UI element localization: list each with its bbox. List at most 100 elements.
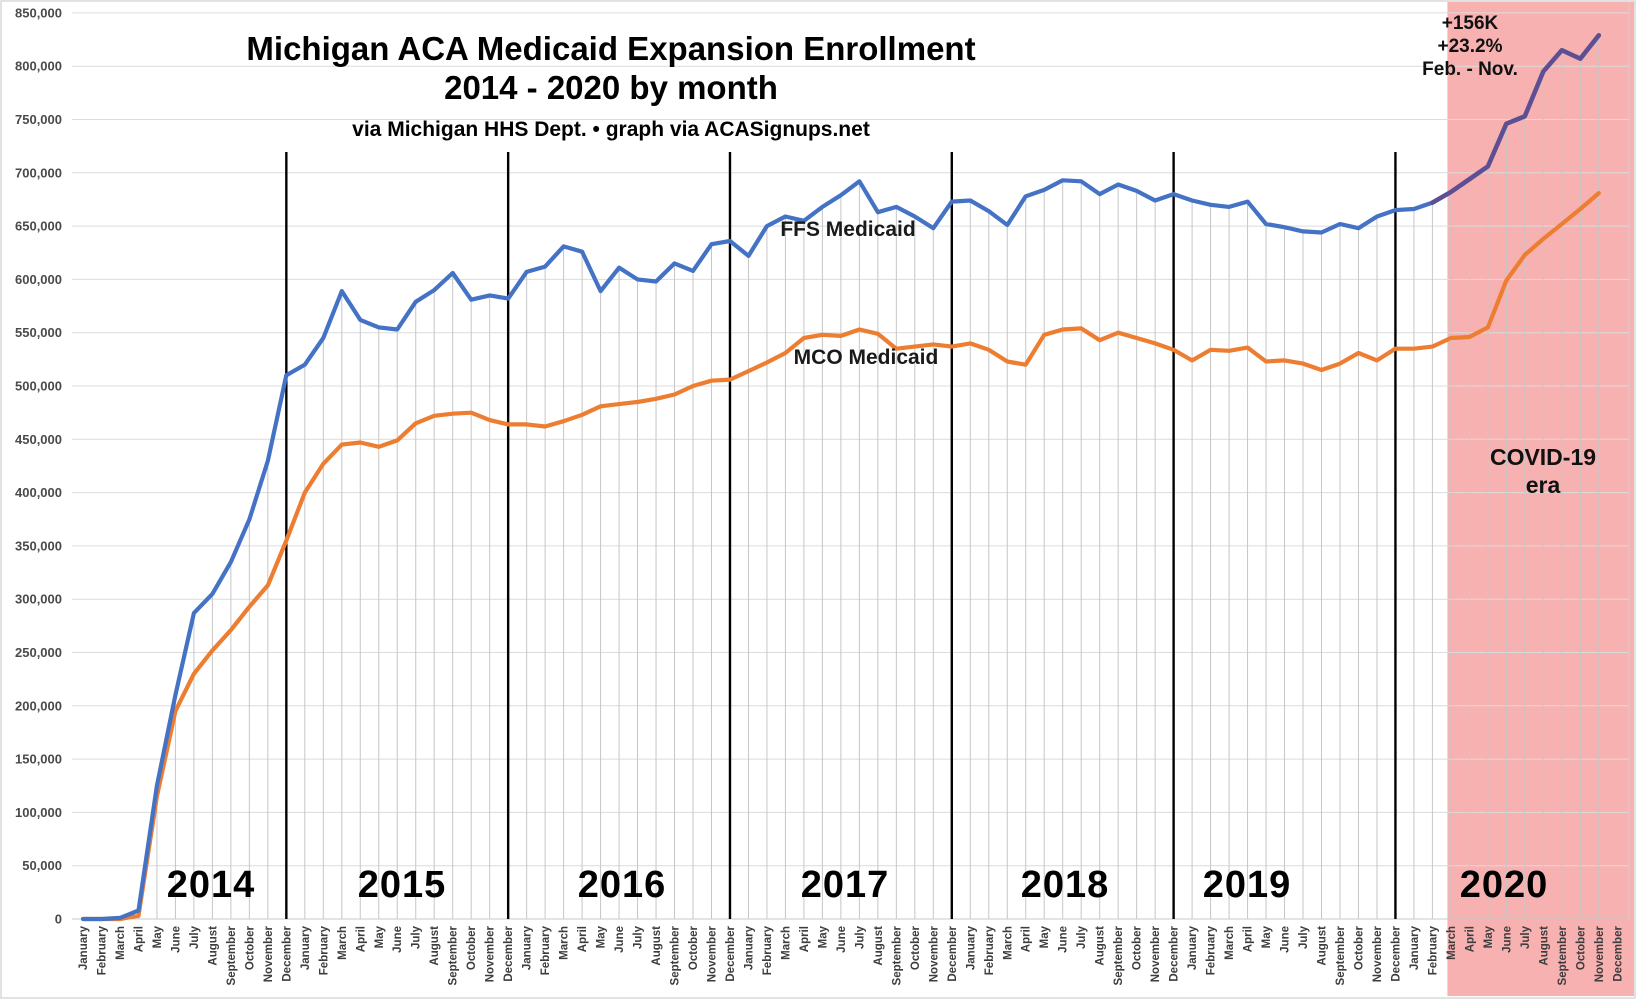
year-labels: 2014 2015 2016 2017 2018 2019 2020 xyxy=(167,864,1549,906)
covid-era-label-line1: COVID-19 xyxy=(1490,444,1596,470)
x-axis-month-labels: January February March April May June July Augu… xyxy=(78,925,1624,985)
year-label-2017: 2017 xyxy=(801,864,890,906)
x-axis-month-label: January xyxy=(78,925,90,970)
x-axis-month-label: October xyxy=(688,925,700,970)
x-axis-month-label: July xyxy=(411,925,423,949)
x-axis-month-label: September xyxy=(670,925,682,985)
horizontal-gridlines xyxy=(72,12,1629,920)
x-axis-month-label: January xyxy=(1187,925,1199,970)
data-series-lines xyxy=(80,32,1602,922)
x-axis-month-label: March xyxy=(1224,926,1236,960)
x-axis-month-label: July xyxy=(189,925,201,949)
chart-title-line1: Michigan ACA Medicaid Expansion Enrollme… xyxy=(246,30,975,67)
x-axis-month-label: September xyxy=(1113,925,1125,985)
x-axis-month-label: October xyxy=(910,925,922,970)
x-axis-month-label: July xyxy=(854,925,866,949)
x-axis-month-label: January xyxy=(1409,925,1421,970)
x-axis-month-label: November xyxy=(485,925,497,982)
y-axis-tick-label: 800,000 xyxy=(15,59,62,74)
x-axis-month-label: August xyxy=(1316,926,1328,966)
x-axis-month-label: May xyxy=(1039,925,1051,948)
x-axis-month-label: May xyxy=(374,925,386,948)
y-axis-tick-label: 50,000 xyxy=(22,858,62,873)
x-axis-month-label: June xyxy=(614,926,626,953)
x-axis-month-label: June xyxy=(1280,926,1292,953)
x-axis-month-label: February xyxy=(96,925,108,975)
x-axis-month-label: June xyxy=(392,926,404,953)
x-axis-month-label: October xyxy=(244,925,256,970)
annotation-increase-absolute: +156K xyxy=(1442,13,1499,34)
year-label-2019: 2019 xyxy=(1203,864,1292,906)
x-axis-month-label: August xyxy=(651,926,663,966)
x-axis-month-label: November xyxy=(1372,925,1384,982)
x-axis-month-label: December xyxy=(725,925,737,981)
y-axis-tick-label: 200,000 xyxy=(15,698,62,713)
x-axis-month-label: December xyxy=(1169,925,1181,981)
y-axis-tick-label: 0 xyxy=(55,912,62,927)
x-axis-month-label: May xyxy=(1483,925,1495,948)
x-axis-month-label: November xyxy=(706,925,718,982)
x-axis-month-label: August xyxy=(1095,926,1107,966)
y-axis-tick-label: 250,000 xyxy=(15,645,62,660)
y-axis-tick-label: 500,000 xyxy=(15,379,62,394)
x-axis-month-label: December xyxy=(503,925,515,981)
x-axis-month-label: April xyxy=(133,926,145,952)
x-axis-month-label: December xyxy=(1612,925,1624,981)
month-drop-lines xyxy=(119,36,1600,919)
x-axis-month-label: May xyxy=(152,925,164,948)
x-axis-month-label: February xyxy=(762,925,774,975)
year-label-2016: 2016 xyxy=(578,864,667,906)
y-axis-tick-label: 550,000 xyxy=(15,325,62,340)
x-axis-month-label: April xyxy=(1021,926,1033,952)
x-axis-month-label: December xyxy=(281,925,293,981)
x-axis-month-label: June xyxy=(1501,926,1513,953)
y-axis-tick-label: 850,000 xyxy=(15,5,62,20)
annotation-increase-percent: +23.2% xyxy=(1438,36,1503,57)
x-axis-month-label: November xyxy=(1150,925,1162,982)
x-axis-month-label: March xyxy=(1446,926,1458,960)
y-axis-tick-label: 700,000 xyxy=(15,165,62,180)
x-axis-month-label: November xyxy=(263,925,275,982)
x-axis-month-label: June xyxy=(1058,926,1070,953)
covid-era-shading xyxy=(1447,2,1634,996)
x-axis-month-label: June xyxy=(170,926,182,953)
x-axis-month-label: July xyxy=(1076,925,1088,949)
x-axis-month-label: April xyxy=(1243,926,1255,952)
x-axis-month-label: July xyxy=(1520,925,1532,949)
x-axis-month-label: August xyxy=(873,926,885,966)
x-axis-month-label: April xyxy=(799,926,811,952)
x-axis-month-label: September xyxy=(1557,925,1569,985)
year-label-2020: 2020 xyxy=(1460,864,1549,906)
x-axis-month-label: July xyxy=(1298,925,1310,949)
chart-subtitle: via Michigan HHS Dept. • graph via ACASi… xyxy=(352,118,870,141)
x-axis-month-label: February xyxy=(1427,925,1439,975)
x-axis-month-label: August xyxy=(429,926,441,966)
x-axis-month-label: March xyxy=(780,926,792,960)
x-axis-month-label: January xyxy=(522,925,534,970)
mco-series-label: MCO Medicaid xyxy=(794,346,939,369)
x-axis-month-label: October xyxy=(1132,925,1144,970)
x-axis-month-label: October xyxy=(466,925,478,970)
x-axis-month-label: March xyxy=(337,926,349,960)
y-axis-labels: 0 50,000 100,000 150,000 200,000 250,000 300,0… xyxy=(15,5,62,926)
covid-era-label-line2: era xyxy=(1526,472,1561,498)
x-axis-month-label: October xyxy=(1575,925,1587,970)
x-axis-month-label: September xyxy=(1335,925,1347,985)
x-axis-month-label: January xyxy=(743,925,755,970)
y-axis-tick-label: 650,000 xyxy=(15,219,62,234)
x-axis-month-label: May xyxy=(1261,925,1273,948)
x-axis-month-label: February xyxy=(540,925,552,975)
y-axis-tick-label: 600,000 xyxy=(15,272,62,287)
y-axis-tick-label: 100,000 xyxy=(15,805,62,820)
x-axis-month-label: April xyxy=(577,926,589,952)
x-axis-month-label: December xyxy=(1390,925,1402,981)
x-axis-month-label: August xyxy=(1538,926,1550,966)
x-axis-month-label: May xyxy=(596,925,608,948)
y-axis-tick-label: 400,000 xyxy=(15,485,62,500)
x-axis-month-label: November xyxy=(928,925,940,982)
x-axis-month-label: January xyxy=(965,925,977,970)
ffs-medicaid-line-covid-era xyxy=(1430,32,1602,205)
